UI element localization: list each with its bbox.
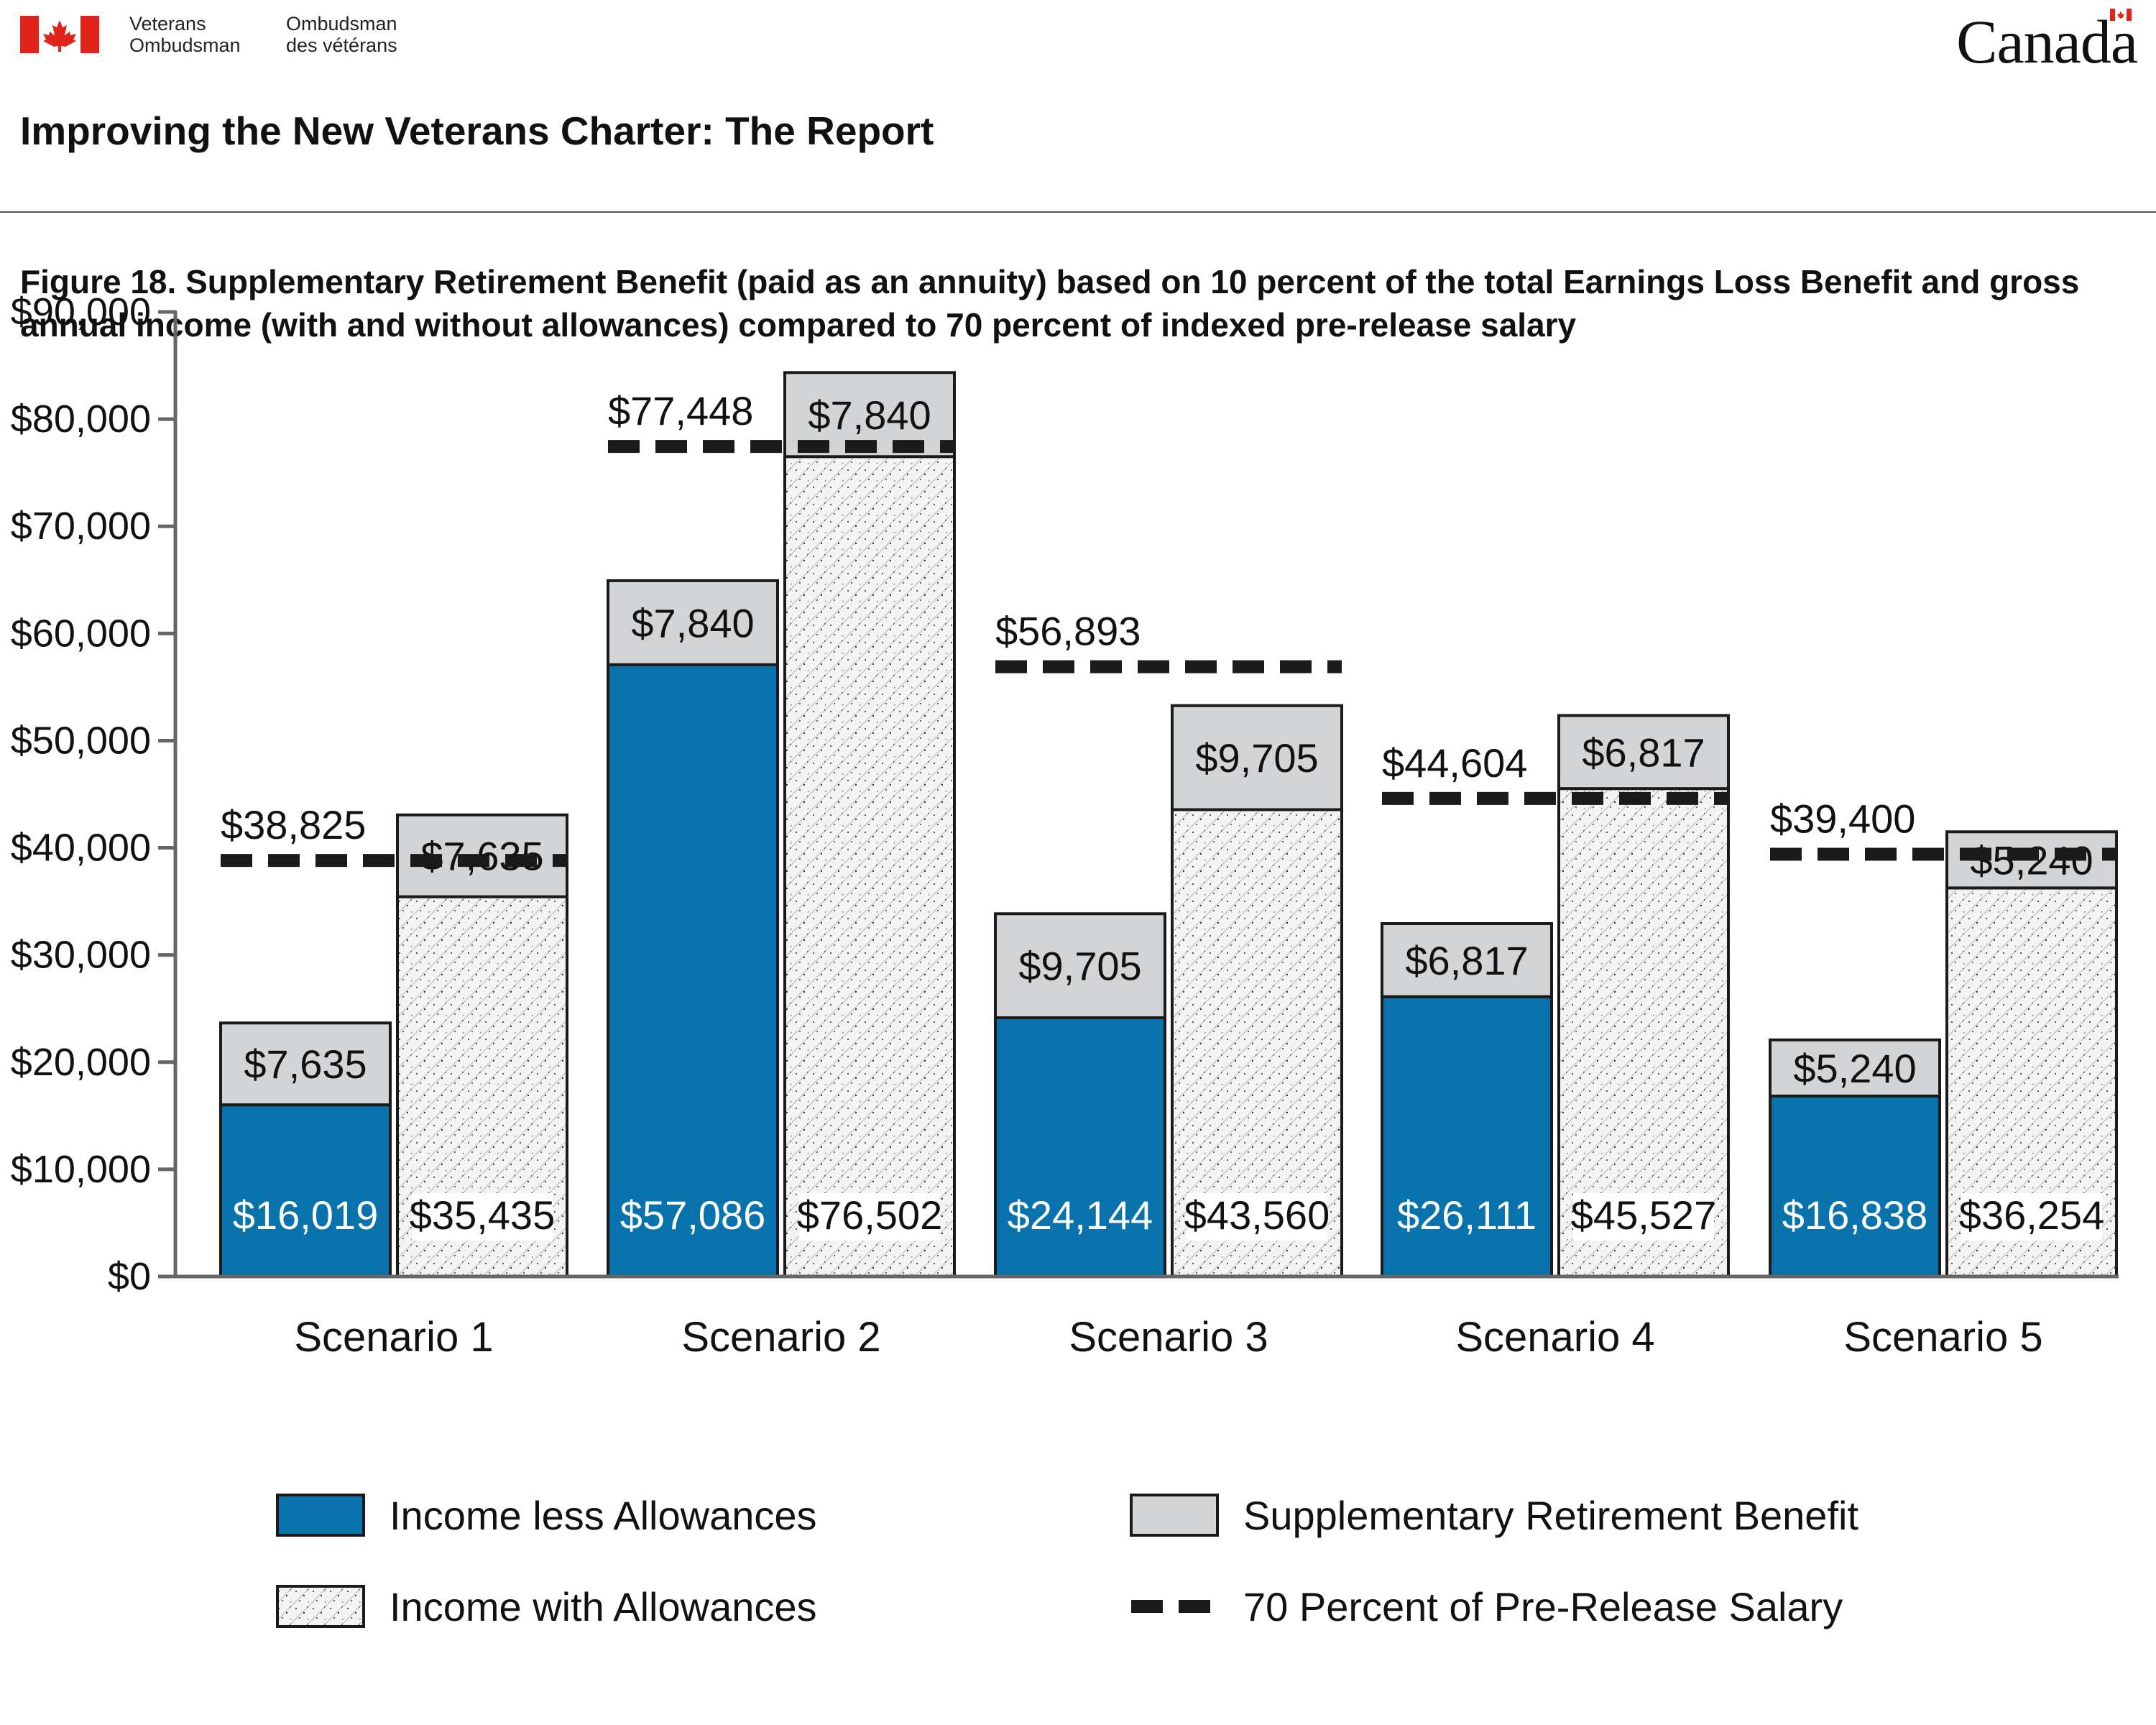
org-name-fr: Ombudsman des vétérans [286, 13, 397, 56]
data-label-srb-less: $7,635 [244, 1041, 367, 1087]
bar-srb-less [219, 1021, 392, 1107]
x-tick-label: Scenario 2 [681, 1314, 880, 1361]
legend-swatch-with [276, 1585, 365, 1628]
bar-income-less-allowances [994, 1016, 1166, 1278]
data-label-income-with: $45,527 [1571, 1192, 1716, 1238]
y-tick-label: $60,000 [11, 612, 151, 655]
legend-swatch-srb [1130, 1494, 1219, 1537]
canada-wordmark: Canada [1956, 7, 2138, 76]
data-label-background [1961, 1193, 2102, 1241]
data-label-target: $44,604 [1382, 740, 1527, 786]
bar-income-with-allowances [783, 455, 956, 1279]
legend-swatch-less [276, 1494, 365, 1537]
data-label-target: $39,400 [1770, 796, 1915, 842]
data-label-income-less: $16,838 [1782, 1192, 1927, 1238]
x-tick-label: Scenario 5 [1843, 1314, 2042, 1361]
report-title: Improving the New Veterans Charter: The … [20, 109, 934, 153]
data-label-background [1187, 1193, 1327, 1241]
bar-income-less-allowances [1381, 995, 1553, 1279]
x-tick-label: Scenario 3 [1069, 1314, 1268, 1361]
bar-srb-less [994, 912, 1166, 1019]
y-tick-label: $40,000 [11, 827, 151, 870]
legend-label: 70 Percent of Pre-Release Salary [1243, 1584, 1843, 1629]
y-tick-label: $10,000 [11, 1148, 151, 1191]
data-label-income-with: $76,502 [797, 1192, 942, 1238]
data-label-income-with: $35,435 [410, 1192, 555, 1238]
data-label-background [1573, 1193, 1714, 1241]
data-label-srb-with: $7,840 [808, 392, 931, 438]
data-label-background [799, 1193, 940, 1241]
data-label-background [412, 1193, 553, 1241]
data-label-srb-less: $9,705 [1018, 944, 1141, 989]
bar-srb-with [1557, 714, 1730, 791]
y-tick-label: $70,000 [11, 505, 151, 548]
y-tick-label: $50,000 [11, 719, 151, 762]
wordmark-flag-icon [2110, 9, 2132, 21]
data-label-income-with: $36,254 [1959, 1192, 2104, 1238]
legend-label: Supplementary Retirement Benefit [1243, 1493, 1858, 1538]
bar-income-less-allowances [1769, 1094, 1941, 1279]
data-label-target: $56,893 [995, 609, 1141, 654]
data-label-srb-less: $7,840 [631, 600, 754, 645]
data-label-srb-less: $5,240 [1793, 1046, 1916, 1091]
data-label-income-with: $43,560 [1184, 1192, 1330, 1238]
x-tick-label: Scenario 1 [294, 1314, 493, 1361]
y-tick-label: $20,000 [11, 1041, 151, 1084]
header-divider [0, 211, 2156, 213]
legend-label: Income less Allowances [390, 1493, 817, 1538]
page-header: Veterans Ombudsman Ombudsman des vétéran… [0, 0, 2156, 344]
legend-label: Income with Allowances [390, 1584, 817, 1629]
bar-income-less-allowances [219, 1103, 392, 1278]
bar-srb-less [607, 579, 779, 666]
data-label-srb-with: $9,705 [1195, 735, 1318, 781]
y-tick-label: $80,000 [11, 397, 151, 441]
org-name-en: Veterans Ombudsman [129, 13, 241, 56]
figure-title: Figure 18. Supplementary Retirement Bene… [20, 263, 2080, 344]
data-label-income-less: $57,086 [620, 1192, 765, 1238]
data-label-income-less: $24,144 [1008, 1192, 1153, 1238]
data-label-srb-with: $6,817 [1582, 730, 1705, 775]
bar-srb-less [1769, 1038, 1941, 1098]
y-tick-label: $0 [108, 1255, 151, 1298]
y-tick-label: $90,000 [11, 290, 151, 334]
bar-srb-with [1171, 704, 1343, 811]
bar-income-less-allowances [607, 663, 779, 1278]
x-tick-label: Scenario 4 [1455, 1314, 1654, 1361]
data-label-srb-less: $6,817 [1405, 938, 1528, 983]
data-label-target: $38,825 [221, 802, 366, 847]
canada-flag-icon [20, 16, 99, 53]
bar-srb-less [1381, 922, 1553, 998]
data-label-income-less: $26,111 [1397, 1192, 1537, 1238]
data-label-target: $77,448 [608, 388, 753, 433]
data-label-income-less: $16,019 [233, 1192, 378, 1238]
y-tick-label: $30,000 [11, 934, 151, 977]
